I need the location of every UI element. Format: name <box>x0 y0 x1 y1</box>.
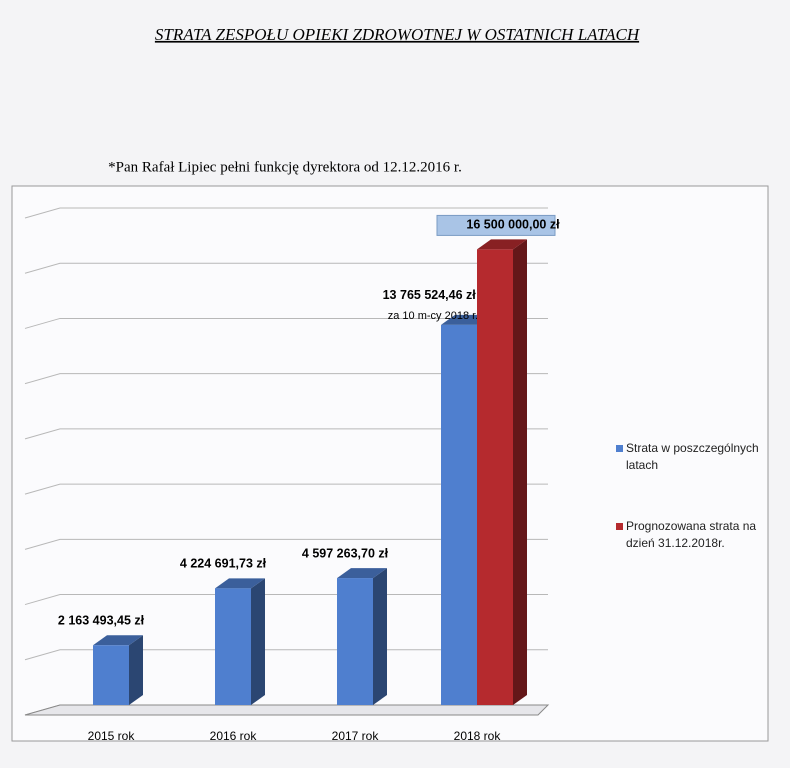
legend-swatch <box>616 523 623 530</box>
legend-label: Prognozowana strata na dzień 31.12.2018r… <box>626 519 757 550</box>
legend-entry: Prognozowana strata na dzień 31.12.2018r… <box>616 518 761 552</box>
legend-label: Strata w poszczególnych latach <box>626 441 759 472</box>
x-tick-label: 2016 rok <box>210 729 258 743</box>
bar <box>215 588 251 705</box>
bar-side <box>373 568 387 705</box>
grid-line <box>24 483 548 495</box>
annotation: za 10 m-cy 2018 r. <box>388 310 479 322</box>
bar-top <box>215 578 265 589</box>
value-label: 16 500 000,00 zł <box>466 218 560 232</box>
x-tick-label: 2017 rok <box>332 729 380 743</box>
bar <box>93 645 129 705</box>
bar-side <box>251 578 265 705</box>
bar <box>337 578 373 705</box>
grid-line <box>24 262 548 274</box>
value-label: 13 765 524,46 zł - <box>383 288 484 302</box>
bar-side <box>129 635 143 705</box>
bar-top <box>337 568 387 579</box>
legend-entry: Strata w poszczególnych latach <box>616 440 761 474</box>
grid-line <box>24 538 548 550</box>
bar-top <box>93 635 143 646</box>
bar-side <box>513 239 527 705</box>
x-tick-label: 2018 rok <box>454 729 502 743</box>
legend-swatch <box>616 445 623 452</box>
grid-line <box>24 207 548 219</box>
grid-line <box>24 428 548 440</box>
floor <box>24 704 550 716</box>
bar-top <box>477 239 527 250</box>
x-tick-label: 2015 rok <box>88 729 136 743</box>
chart-subtitle: *Pan Rafał Lipiec pełni funkcję dyrektor… <box>108 159 462 175</box>
bar <box>477 249 513 705</box>
grid-line <box>24 317 548 329</box>
value-label: 4 597 263,70 zł <box>302 546 389 560</box>
value-label-box <box>436 214 556 236</box>
grid-line <box>24 373 548 385</box>
value-label: 4 224 691,73 zł <box>180 557 267 571</box>
value-label: 2 163 493,45 zł <box>58 614 145 628</box>
chart-title: STRATA ZESPOŁU OPIEKI ZDROWOTNEJ W OSTAT… <box>155 25 641 44</box>
bar <box>441 324 477 705</box>
